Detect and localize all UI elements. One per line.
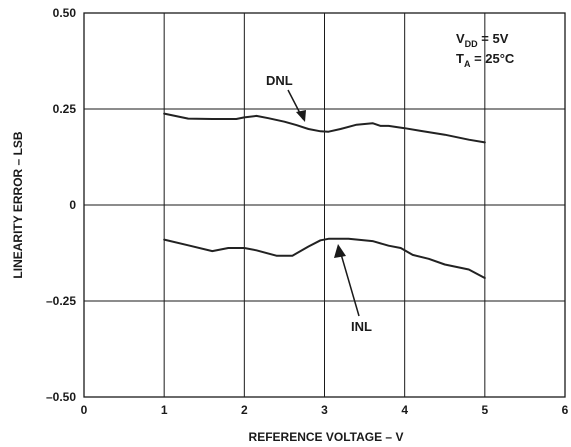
inl-series-line [163,237,486,279]
plot-frame [83,12,566,398]
x-tick-label: 4 [401,403,408,417]
tick-labels: 0 1 2 3 4 5 6 0.50 0.25 0 –0.25 –0.50 [46,6,569,417]
x-tick-label: 0 [81,403,88,417]
grid [84,13,565,397]
x-tick-label: 6 [562,403,569,417]
y-tick-label: 0.25 [53,102,77,116]
x-axis-label: REFERENCE VOLTAGE – V [249,430,404,444]
inl-arrowhead [334,244,346,258]
y-axis-label: LINEARITY ERROR – LSB [11,131,25,278]
vdd-condition: VDD = 5V [456,31,509,49]
conditions-box: VDD = 5V TA = 25°C [456,31,515,69]
dnl-arrowhead [296,110,306,122]
y-tick-label: 0.50 [53,6,77,20]
dnl-label: DNL [266,73,293,88]
dnl-series-line [163,112,486,144]
ta-condition: TA = 25°C [456,51,515,69]
y-tick-label: 0 [69,198,76,212]
x-tick-label: 5 [481,403,488,417]
series-layer [163,112,486,279]
inl-leader-line [340,253,360,317]
y-tick-label: –0.25 [46,294,76,308]
x-tick-label: 1 [161,403,168,417]
x-tick-label: 3 [321,403,328,417]
x-tick-label: 2 [241,403,248,417]
inl-label: INL [351,319,372,334]
y-tick-label: –0.50 [46,390,76,404]
dnl-callout: DNL [266,73,306,122]
inl-callout: INL [334,244,372,334]
